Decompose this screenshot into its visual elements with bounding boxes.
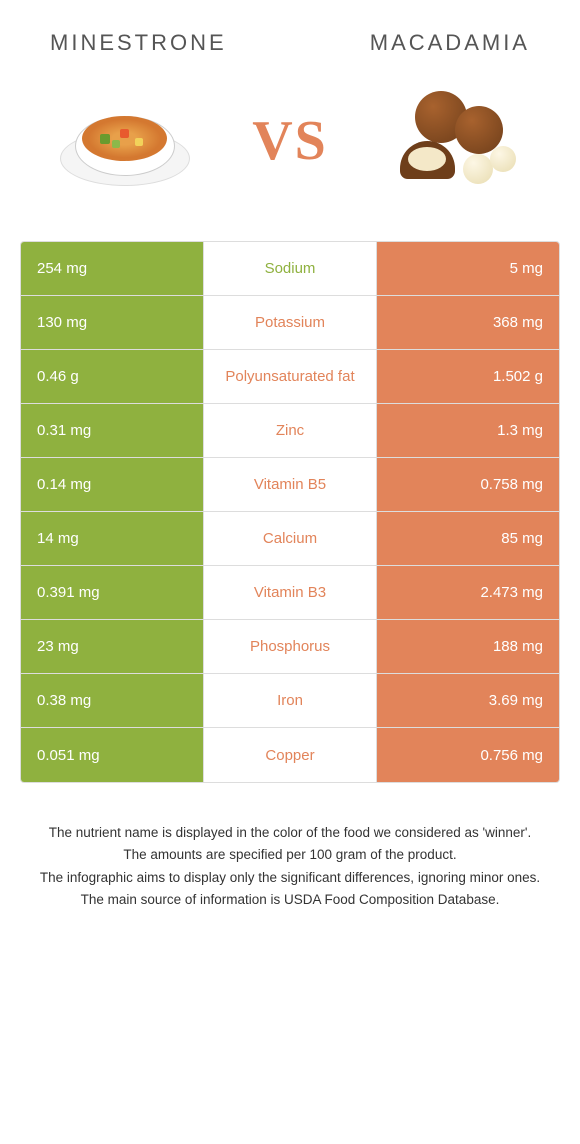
right-value-cell: 1.3 mg (376, 404, 559, 457)
nutrient-row: 130 mgPotassium368 mg (21, 296, 559, 350)
right-value-cell: 3.69 mg (376, 674, 559, 727)
right-value-cell: 0.756 mg (376, 728, 559, 782)
right-value-cell: 85 mg (376, 512, 559, 565)
minestrone-icon (60, 96, 190, 186)
right-value-cell: 5 mg (376, 242, 559, 295)
nutrient-label: Vitamin B5 (204, 458, 376, 511)
nutrient-row: 0.31 mgZinc1.3 mg (21, 404, 559, 458)
right-value-cell: 368 mg (376, 296, 559, 349)
right-value-cell: 2.473 mg (376, 566, 559, 619)
right-value-cell: 0.758 mg (376, 458, 559, 511)
nutrient-label: Vitamin B3 (204, 566, 376, 619)
right-value-cell: 188 mg (376, 620, 559, 673)
right-value-cell: 1.502 g (376, 350, 559, 403)
nutrient-label: Phosphorus (204, 620, 376, 673)
left-value-cell: 0.31 mg (21, 404, 204, 457)
nutrient-label: Copper (204, 728, 376, 782)
nutrient-label: Polyunsaturated fat (204, 350, 376, 403)
nutrient-label: Potassium (204, 296, 376, 349)
nutrient-label: Sodium (204, 242, 376, 295)
left-value-cell: 0.14 mg (21, 458, 204, 511)
left-value-cell: 14 mg (21, 512, 204, 565)
nutrient-row: 14 mgCalcium85 mg (21, 512, 559, 566)
nutrient-row: 0.14 mgVitamin B50.758 mg (21, 458, 559, 512)
right-food-title: Macadamia (370, 30, 530, 56)
footnotes: The nutrient name is displayed in the co… (20, 823, 560, 910)
nutrient-label: Calcium (204, 512, 376, 565)
left-value-cell: 23 mg (21, 620, 204, 673)
left-value-cell: 0.38 mg (21, 674, 204, 727)
right-food-image (380, 81, 530, 201)
footnote-line: The nutrient name is displayed in the co… (30, 823, 550, 843)
nutrient-row: 0.38 mgIron3.69 mg (21, 674, 559, 728)
left-value-cell: 0.391 mg (21, 566, 204, 619)
left-food-title: Minestrone (50, 30, 227, 56)
nutrient-row: 0.46 gPolyunsaturated fat1.502 g (21, 350, 559, 404)
footnote-line: The infographic aims to display only the… (30, 868, 550, 888)
nutrient-table: 254 mgSodium5 mg130 mgPotassium368 mg0.4… (20, 241, 560, 783)
macadamia-icon (385, 86, 525, 196)
left-value-cell: 0.051 mg (21, 728, 204, 782)
nutrient-row: 0.051 mgCopper0.756 mg (21, 728, 559, 782)
nutrient-row: 0.391 mgVitamin B32.473 mg (21, 566, 559, 620)
nutrient-label: Iron (204, 674, 376, 727)
nutrient-row: 23 mgPhosphorus188 mg (21, 620, 559, 674)
vs-row: VS (20, 81, 560, 201)
footnote-line: The amounts are specified per 100 gram o… (30, 845, 550, 865)
left-value-cell: 0.46 g (21, 350, 204, 403)
left-value-cell: 254 mg (21, 242, 204, 295)
nutrient-label: Zinc (204, 404, 376, 457)
header: Minestrone Macadamia (20, 30, 560, 56)
nutrient-row: 254 mgSodium5 mg (21, 242, 559, 296)
vs-label: VS (252, 109, 328, 173)
left-value-cell: 130 mg (21, 296, 204, 349)
footnote-line: The main source of information is USDA F… (30, 890, 550, 910)
left-food-image (50, 81, 200, 201)
